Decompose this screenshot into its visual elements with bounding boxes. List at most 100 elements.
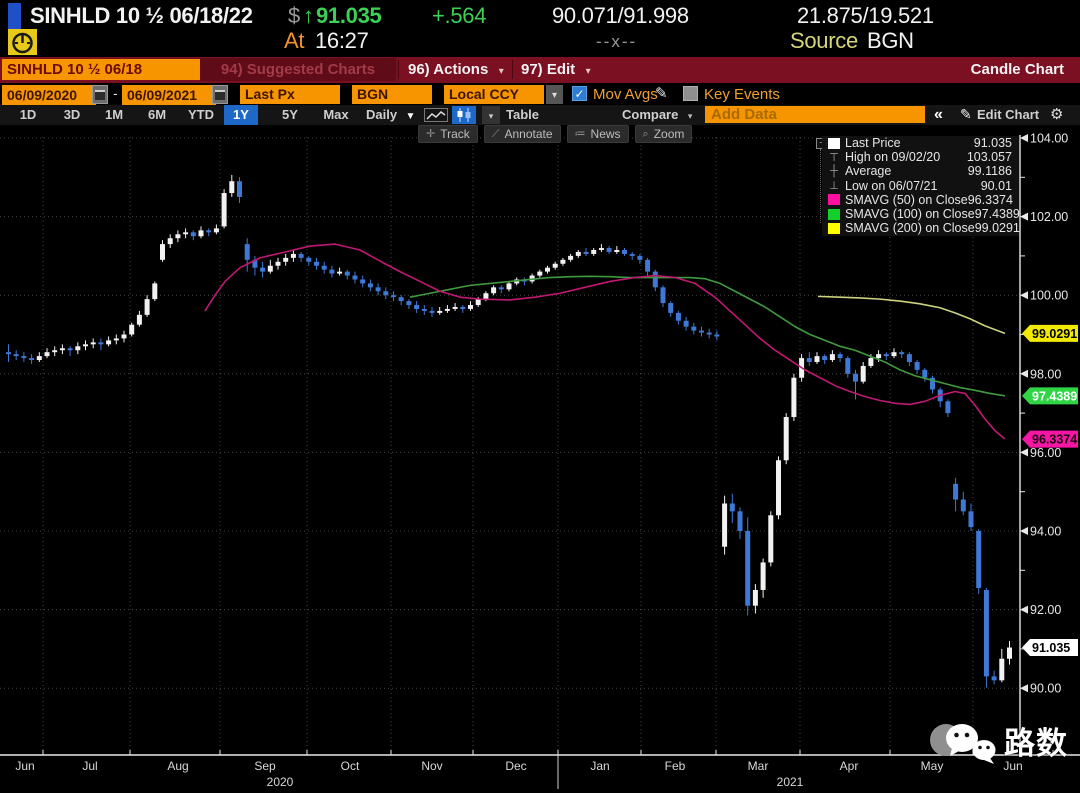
legend-value: 96.3374 — [967, 192, 1013, 207]
period-label: Daily — [366, 107, 398, 122]
chevron-down-icon: ▾ — [687, 111, 693, 121]
candle-chart-icon[interactable] — [452, 106, 476, 124]
x-axis-month-label: Dec — [505, 759, 526, 773]
legend-swatch — [828, 137, 840, 149]
tab-range-3d[interactable]: 3D — [63, 107, 81, 122]
tab-range-1d[interactable]: 1D — [19, 107, 37, 122]
edit-chart-button[interactable]: Edit Chart — [977, 107, 1040, 122]
triangle-down-icon: ▼ — [405, 111, 416, 122]
y-axis-label: 96.00 — [1030, 446, 1061, 460]
legend-high-icon: ⊤ — [829, 151, 839, 164]
price-badge — [1022, 387, 1078, 405]
calendar-icon[interactable] — [92, 85, 108, 104]
date-from-input[interactable] — [2, 85, 96, 106]
price-badge — [1022, 639, 1078, 657]
tab-range-6m[interactable]: 6M — [147, 107, 167, 122]
legend-low-icon: ⊥ — [829, 180, 839, 193]
gear-icon[interactable]: ⚙ — [1050, 106, 1064, 123]
x-axis-month-label: Aug — [167, 759, 188, 773]
price-chart[interactable]: 104.00 102.00 100.00 98.00 96.00 94.00 92.00 90… — [0, 133, 1080, 793]
table-button[interactable]: Table — [506, 107, 539, 122]
y-axis-label: 94.00 — [1030, 525, 1061, 539]
price-up-arrow: ↑ — [303, 3, 314, 28]
y-axis-tick — [1020, 527, 1028, 535]
news-button[interactable]: ≔ News — [566, 125, 629, 143]
actions-label: 96) Actions — [408, 61, 489, 78]
y-axis-tick — [1020, 291, 1028, 300]
y-axis-label: 104.00 — [1030, 133, 1068, 146]
tab-range-ytd[interactable]: YTD — [188, 107, 214, 122]
x-axis-month-label: Nov — [421, 759, 442, 773]
zoom-button[interactable]: ⌕ Zoom — [634, 125, 693, 143]
legend-value: 90.01 — [980, 178, 1012, 193]
pricing-source-select[interactable]: BGN — [352, 85, 432, 104]
tab-range-max[interactable]: Max — [323, 107, 349, 122]
x-axis-month-label: Oct — [341, 759, 360, 773]
range-tab-bar: Daily ▼ ▾ Table Compare ▾ « ✎ Edit Chart… — [0, 105, 1080, 125]
line-chart-icon[interactable] — [424, 108, 448, 122]
currency-dropdown-button[interactable]: ▾ — [546, 85, 563, 104]
x-axis-year-label: 2020 — [267, 775, 294, 789]
y-axis-label: 100.00 — [1030, 289, 1068, 303]
legend-label: SMAVG (200) on Close — [845, 221, 975, 236]
x-axis-month-label: Jun — [15, 759, 34, 773]
tab-range-1m[interactable]: 1M — [104, 107, 124, 122]
gauge-icon[interactable] — [8, 29, 37, 55]
add-data-input[interactable] — [705, 106, 925, 123]
yield-values: 21.875/19.521 — [797, 3, 934, 28]
legend-label: Low on 06/07/21 — [845, 178, 938, 193]
chevron-down-icon: ▾ — [488, 111, 494, 121]
divider — [398, 60, 399, 79]
pencil-icon[interactable]: ✎ — [960, 106, 972, 122]
currency-select[interactable]: Local CCY — [444, 85, 544, 104]
price-type-select[interactable]: Last Px — [240, 85, 340, 104]
collapse-chevrons-icon[interactable]: « — [934, 106, 943, 123]
zoom-icon: ⌕ — [642, 128, 649, 140]
field-bar: - Last Px BGN Local CCY ▾ ✓ Mov Avgs ✎ K… — [0, 83, 1080, 106]
calendar-icon[interactable] — [212, 85, 228, 104]
news-icon: ≔ — [574, 128, 586, 140]
y-axis-tick — [1020, 212, 1028, 221]
legend-row[interactable]: ⊤ High on 09/02/20 103.057 — [822, 150, 1019, 164]
trade-time: 16:27 — [315, 28, 369, 53]
chart-style-dropdown[interactable]: ▾ — [482, 106, 500, 124]
chevron-down-icon: ▾ — [498, 66, 504, 77]
edit-menu[interactable]: 97) Edit ▾ — [521, 57, 591, 82]
y-axis-label: 98.00 — [1030, 367, 1061, 381]
compare-menu[interactable]: Compare ▾ — [622, 105, 692, 125]
x-axis-year-label: 2021 — [777, 775, 804, 789]
chevron-down-icon: ▾ — [585, 66, 591, 77]
legend-row[interactable]: Last Price 91.035 — [822, 136, 1019, 150]
annotate-button[interactable]: ⟋ Annotate — [483, 125, 561, 143]
sma50-line — [204, 243, 1006, 440]
check-icon: ✓ — [574, 87, 585, 101]
source-label: Source — [790, 28, 858, 53]
legend-row[interactable]: SMAVG (100) on Close 97.4389 — [822, 207, 1020, 221]
tab-range-1y[interactable]: 1Y — [224, 105, 258, 125]
key-events-checkbox[interactable] — [683, 86, 698, 101]
legend-row[interactable]: SMAVG (50) on Close 96.3374 — [822, 193, 1019, 207]
security-field[interactable]: SINHLD 10 ½ 06/18 — [2, 59, 201, 80]
track-icon: ✛ — [426, 128, 436, 140]
actions-menu[interactable]: 96) Actions ▾ — [408, 57, 504, 82]
pencil-icon[interactable]: ✎ — [655, 85, 668, 102]
header: SINHLD 10 ½ 06/18/22 $ ↑ 91.035 +.564 90… — [0, 0, 1080, 57]
y-axis-label: 92.00 — [1030, 603, 1061, 617]
date-to-input[interactable] — [122, 85, 216, 106]
mov-avgs-checkbox[interactable]: ✓ — [572, 86, 587, 101]
legend-row[interactable]: SMAVG (200) on Close 99.0291 — [822, 221, 1020, 236]
tab-range-5y[interactable]: 5Y — [282, 107, 298, 122]
mov-avgs-label: Mov Avgs — [593, 86, 658, 103]
legend-row[interactable]: ⊥ Low on 06/07/21 90.01 — [822, 179, 1019, 193]
annotate-icon: ⟋ — [491, 128, 500, 140]
divider — [512, 60, 513, 79]
legend-row[interactable]: ┼ Average 99.1186 — [822, 164, 1019, 178]
suggested-charts-button[interactable]: 94) Suggested Charts — [200, 58, 396, 81]
price-badge-value: 97.4389 — [1032, 389, 1077, 403]
track-button[interactable]: ✛ Track — [418, 125, 478, 143]
chart-legend: Last Price 91.035 ⊤ High on 09/02/20 103.057… — [822, 136, 1020, 236]
wechat-icon — [930, 724, 996, 764]
last-price: 91.035 — [316, 3, 382, 28]
period-select[interactable]: Daily ▼ — [366, 105, 415, 125]
